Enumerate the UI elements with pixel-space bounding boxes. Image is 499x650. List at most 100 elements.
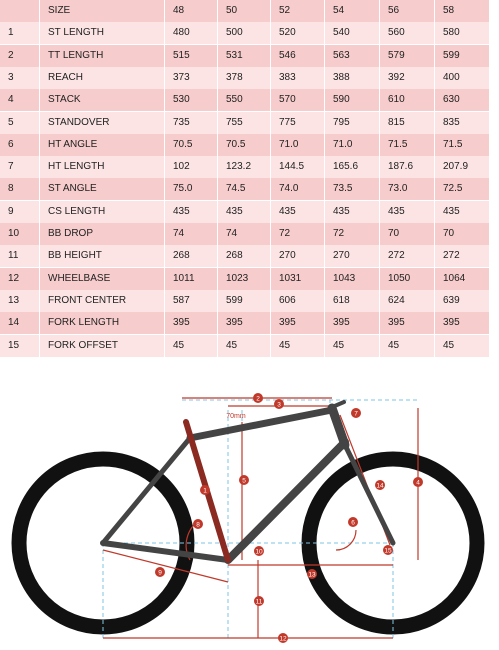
table-cell: 775 bbox=[271, 111, 325, 134]
table-cell: 72 bbox=[271, 223, 325, 245]
table-cell: 579 bbox=[380, 44, 435, 67]
table-row: 7 HT LENGTH 102 123.2 144.5 165.6 187.6 207.9 bbox=[0, 156, 490, 179]
marker-dot bbox=[193, 519, 203, 529]
table-cell: 435 bbox=[165, 200, 218, 223]
table-cell: STANDOVER bbox=[40, 111, 165, 134]
table-cell: REACH bbox=[40, 66, 165, 89]
table-row: 1 ST LENGTH 480 500 520 540 560 580 bbox=[0, 22, 490, 45]
table-cell: 268 bbox=[218, 245, 271, 268]
marker-dot bbox=[274, 399, 284, 409]
table-cell: 45 bbox=[218, 334, 271, 357]
table-cell: 599 bbox=[435, 44, 490, 67]
table-cell: FORK LENGTH bbox=[40, 312, 165, 335]
table-cell: 1050 bbox=[380, 267, 435, 290]
table-cell: 435 bbox=[435, 200, 490, 223]
table-cell: 606 bbox=[271, 289, 325, 312]
marker-dot bbox=[351, 408, 361, 418]
table-cell: 630 bbox=[435, 89, 490, 112]
table-cell: 599 bbox=[218, 289, 271, 312]
table-cell: 102 bbox=[165, 156, 218, 179]
table-cell: 10 bbox=[0, 223, 40, 245]
marker-label: 6 bbox=[351, 520, 355, 527]
table-cell: 395 bbox=[380, 312, 435, 335]
marker-dot bbox=[239, 475, 249, 485]
table-cell: 74 bbox=[165, 223, 218, 245]
table-cell: 480 bbox=[165, 22, 218, 45]
header-cell: 52 bbox=[271, 0, 325, 22]
table-cell: 144.5 bbox=[271, 156, 325, 179]
table-cell: 435 bbox=[218, 200, 271, 223]
table-cell: 5 bbox=[0, 111, 40, 134]
marker-dot bbox=[307, 569, 317, 579]
table-cell: 70 bbox=[380, 223, 435, 245]
table-cell: 395 bbox=[271, 312, 325, 335]
marker-label: 11 bbox=[256, 599, 263, 606]
table-cell: 515 bbox=[165, 44, 218, 67]
table-row: 4 STACK 530 550 570 590 610 630 bbox=[0, 89, 490, 112]
table-cell: 272 bbox=[380, 245, 435, 268]
table-cell: 73.5 bbox=[325, 178, 380, 201]
table-cell: 520 bbox=[271, 22, 325, 45]
table-row: 9 CS LENGTH 435 435 435 435 435 435 bbox=[0, 200, 490, 223]
table-cell: 73.0 bbox=[380, 178, 435, 201]
table-cell: 400 bbox=[435, 66, 490, 89]
header-cell bbox=[0, 0, 40, 22]
marker-dot bbox=[200, 485, 210, 495]
table-row: 3 REACH 373 378 383 388 392 400 bbox=[0, 66, 490, 89]
table-cell: 74.0 bbox=[271, 178, 325, 201]
table-cell: 70 bbox=[435, 223, 490, 245]
table-cell: 45 bbox=[380, 334, 435, 357]
marker-dot bbox=[155, 567, 165, 577]
table-cell: 735 bbox=[165, 111, 218, 134]
table-cell: 546 bbox=[271, 44, 325, 67]
table-cell: 560 bbox=[380, 22, 435, 45]
table-cell: WHEELBASE bbox=[40, 267, 165, 290]
table-cell: ST ANGLE bbox=[40, 178, 165, 201]
table-cell: 435 bbox=[271, 200, 325, 223]
table-cell: FORK OFFSET bbox=[40, 334, 165, 357]
marker-label: 3 bbox=[277, 402, 281, 409]
table-row: 15 FORK OFFSET 45 45 45 45 45 45 bbox=[0, 334, 490, 357]
marker-dot bbox=[278, 633, 288, 643]
table-cell: 13 bbox=[0, 289, 40, 312]
table-cell: 14 bbox=[0, 312, 40, 335]
table-cell: 123.2 bbox=[218, 156, 271, 179]
table-cell: 755 bbox=[218, 111, 271, 134]
table-cell: 531 bbox=[218, 44, 271, 67]
table-cell: 1 bbox=[0, 22, 40, 45]
table-cell: 395 bbox=[165, 312, 218, 335]
table-cell: 1043 bbox=[325, 267, 380, 290]
table-row: 12 WHEELBASE 1011 1023 1031 1043 1050 1064 bbox=[0, 267, 490, 290]
table-cell: 1023 bbox=[218, 267, 271, 290]
table-cell: ST LENGTH bbox=[40, 22, 165, 45]
table-row: 11 BB HEIGHT 268 268 270 270 272 272 bbox=[0, 245, 490, 268]
table-cell: 815 bbox=[380, 111, 435, 134]
table-cell: STACK bbox=[40, 89, 165, 112]
table-cell: 570 bbox=[271, 89, 325, 112]
header-row: SIZE 48 50 52 54 56 58 bbox=[0, 0, 490, 22]
marker-label: 5 bbox=[242, 478, 246, 485]
marker-label: 2 bbox=[256, 396, 260, 403]
marker-label: 8 bbox=[196, 522, 200, 529]
table-cell: 45 bbox=[271, 334, 325, 357]
marker-dot bbox=[253, 393, 263, 403]
table-cell: 540 bbox=[325, 22, 380, 45]
table-cell: 270 bbox=[325, 245, 380, 268]
table-cell: CS LENGTH bbox=[40, 200, 165, 223]
table-cell: 392 bbox=[380, 66, 435, 89]
header-cell: 58 bbox=[435, 0, 490, 22]
table-cell: 618 bbox=[325, 289, 380, 312]
table-cell: 15 bbox=[0, 334, 40, 357]
table-cell: 272 bbox=[435, 245, 490, 268]
table-cell: TT LENGTH bbox=[40, 44, 165, 67]
table-cell: 590 bbox=[325, 89, 380, 112]
table-cell: 587 bbox=[165, 289, 218, 312]
table-cell: HT ANGLE bbox=[40, 133, 165, 156]
table-cell: 6 bbox=[0, 133, 40, 156]
table-cell: 639 bbox=[435, 289, 490, 312]
table-cell: 207.9 bbox=[435, 156, 490, 179]
marker-label: 4 bbox=[416, 480, 420, 487]
marker-label: 1 bbox=[203, 488, 207, 495]
table-cell: 530 bbox=[165, 89, 218, 112]
